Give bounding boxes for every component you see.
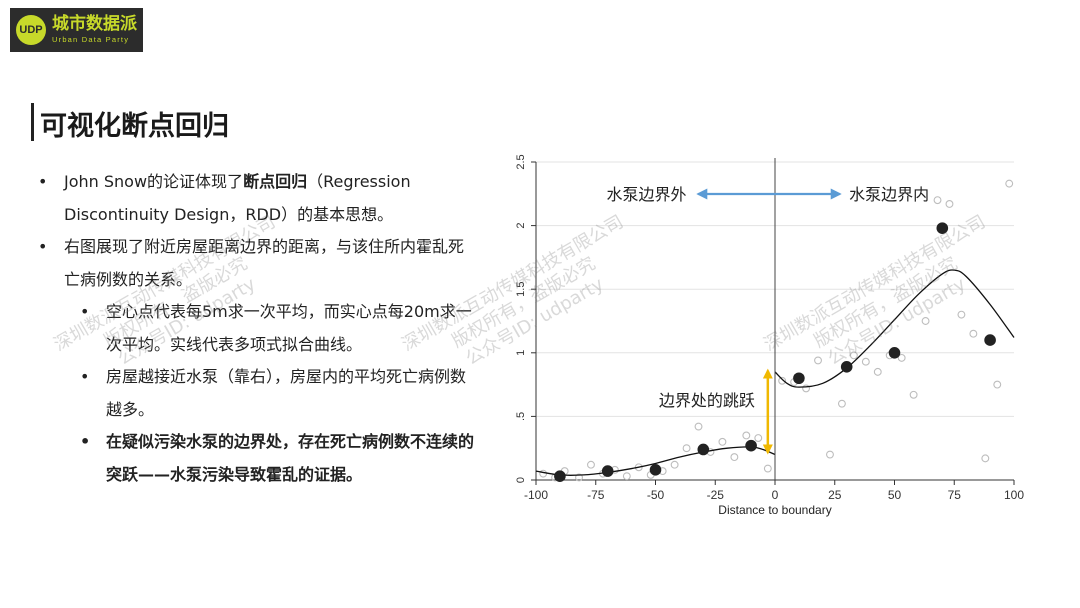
solid-point	[649, 464, 662, 476]
hollow-point	[921, 317, 930, 325]
solid-point	[984, 334, 996, 346]
hollow-point	[778, 376, 787, 385]
y-tick-label: 1	[515, 350, 527, 356]
x-tick-label: -75	[587, 488, 605, 502]
hollow-point	[826, 450, 834, 459]
hollow-point	[981, 454, 990, 463]
solid-point	[793, 372, 805, 385]
hollow-point	[897, 353, 906, 362]
y-tick-label: 2	[515, 223, 527, 229]
label-jump: 边界处的跳跃	[659, 391, 755, 410]
x-axis-label: Distance to boundary	[718, 503, 831, 517]
label-outside: 水泵边界外	[607, 185, 687, 204]
y-tick-label: 2.5	[515, 154, 527, 169]
hollow-point	[587, 460, 595, 469]
solid-point	[936, 222, 949, 234]
solid-point	[745, 439, 757, 452]
hollow-point	[909, 390, 918, 399]
hollow-point	[933, 196, 942, 205]
solid-points	[554, 222, 996, 482]
y-tick-label: 1.5	[515, 282, 527, 297]
x-tick-label: -50	[647, 488, 665, 502]
hollow-point	[814, 356, 822, 365]
solid-point	[888, 347, 901, 359]
bullet-figure: 右图展现了附近房屋距离边界的距离，与该住所内霍乱死亡病例数的关系。	[38, 231, 478, 296]
hollow-point	[837, 399, 846, 408]
solid-point	[601, 465, 614, 477]
y-tick-label: 0	[515, 477, 527, 483]
hollow-point	[969, 329, 978, 338]
hollow-point	[754, 434, 763, 442]
hollow-point	[802, 384, 811, 393]
hollow-point	[622, 472, 631, 481]
bullet-rdd-text-pre: John Snow的论证体现了	[64, 172, 244, 191]
y-tick-label: .5	[515, 412, 527, 421]
solid-point	[554, 470, 566, 482]
hollow-point	[861, 357, 870, 366]
hollow-point	[718, 437, 727, 446]
subbullet-jump: 在疑似污染水泵的边界处，存在死亡病例数不连续的突跃——水泵污染导致霍乱的证据。	[38, 426, 478, 491]
solid-point	[697, 443, 710, 456]
bullet-rdd-text-post: （Regression Discontinuity Design，RDD）的基本…	[64, 172, 411, 224]
hollow-point	[957, 310, 966, 319]
slide-title: 可视化断点回归	[40, 111, 229, 142]
hollow-point	[1005, 179, 1014, 188]
hollow-point	[539, 469, 548, 478]
hollow-point	[849, 351, 858, 360]
logo-mark-icon: UDP	[16, 15, 46, 45]
logo-text: 城市数据派 Urban Data Party	[52, 16, 137, 44]
hollow-point	[694, 422, 703, 431]
logo-name-en: Urban Data Party	[52, 35, 130, 45]
x-tick-label: -100	[524, 488, 548, 502]
x-tick-label: -25	[707, 488, 725, 502]
x-tick-label: 0	[772, 488, 779, 502]
bullet-rdd: John Snow的论证体现了断点回归（Regression Discontin…	[38, 166, 478, 231]
hollow-point	[670, 460, 679, 469]
hollow-point	[575, 473, 583, 482]
bullet-list: John Snow的论证体现了断点回归（Regression Discontin…	[38, 166, 478, 491]
rdd-chart: 0 .5 1 1.5 2 2.5 -100 -75 -50 -25 0 25 50 75 100 水泵边界外…	[515, 154, 1024, 517]
hollow-point	[993, 380, 1002, 389]
solid-point	[840, 360, 853, 373]
hollow-point	[763, 464, 772, 473]
x-tick-label: 75	[948, 488, 962, 502]
hollow-point	[742, 431, 751, 440]
bullet-rdd-bold: 断点回归	[243, 172, 308, 191]
subbullet-dots: 空心点代表每5m求一次平均，而实心点每20m求一次平均。实线代表多项式拟合曲线。	[38, 296, 478, 361]
title-accent-bar	[31, 103, 34, 141]
chart-ticks: 0 .5 1 1.5 2 2.5 -100 -75 -50 -25 0 25 50 75 100	[515, 154, 1024, 502]
hollow-point	[945, 200, 954, 208]
brand-logo[interactable]: UDP 城市数据派 Urban Data Party	[10, 8, 143, 52]
hollow-point	[873, 367, 882, 376]
subbullet-closer: 房屋越接近水泵（靠右），房屋内的平均死亡病例数越多。	[38, 361, 478, 426]
fit-curve-right	[774, 269, 1015, 388]
x-tick-label: 25	[828, 488, 842, 502]
hollow-point	[682, 444, 691, 453]
logo-name-cn: 城市数据派	[52, 14, 137, 35]
label-inside: 水泵边界内	[849, 185, 929, 204]
x-tick-label: 50	[888, 488, 902, 502]
hollow-point	[730, 453, 739, 462]
x-tick-label: 100	[1004, 488, 1024, 502]
